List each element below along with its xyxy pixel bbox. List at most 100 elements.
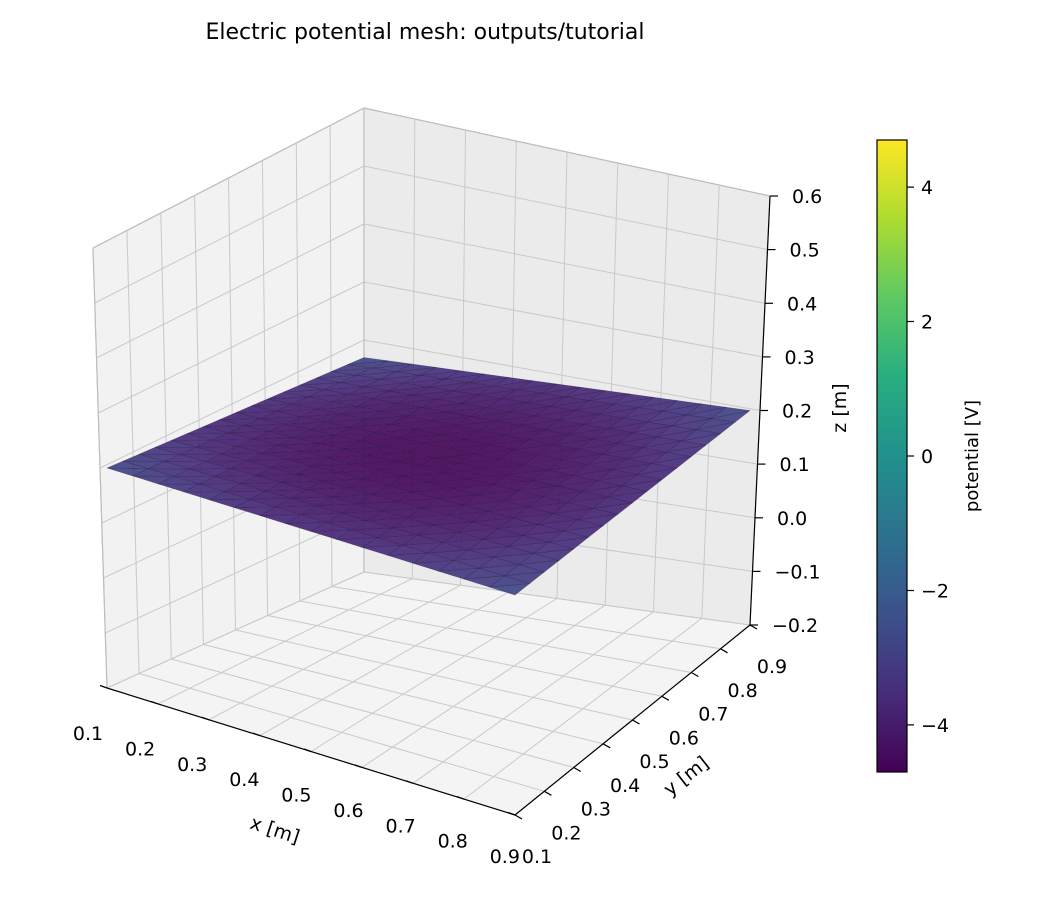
surface-facet: [453, 478, 494, 489]
pane-left-wall: [93, 108, 364, 688]
surface-facet: [623, 410, 663, 423]
colorbar-tick-label: 2: [921, 312, 933, 334]
surface-facet: [399, 428, 441, 439]
colorbar-tick-label: 0: [921, 446, 933, 468]
surface-facet: [246, 452, 288, 461]
surface-facet: [617, 432, 658, 444]
surface-facet: [696, 418, 736, 430]
surface-facet: [187, 426, 229, 434]
surface-facet: [260, 416, 302, 425]
surface-facet: [300, 505, 342, 515]
grid-line: [463, 618, 703, 800]
surface-facet: [578, 442, 618, 455]
surface-facet: [493, 377, 533, 387]
pane-edge: [363, 107, 771, 197]
z-tick-label: 0.6: [792, 186, 822, 208]
surface-facet: [366, 410, 407, 420]
surface-facet: [353, 460, 394, 471]
surface-facet: [348, 386, 390, 395]
surface-facet: [189, 461, 231, 470]
surface-facet: [574, 400, 615, 411]
x-tick: [252, 732, 261, 737]
surface-facet: [208, 491, 251, 501]
surface-facet: [285, 421, 326, 430]
surface-facet: [390, 415, 432, 425]
surface-facet: [501, 389, 542, 399]
surface-facet: [234, 498, 276, 508]
surface-facet: [386, 544, 429, 556]
surface-facet: [403, 466, 444, 477]
x-tick-label: 0.1: [73, 723, 103, 745]
surface-facet: [371, 360, 413, 369]
surface-facet: [276, 403, 317, 412]
y-tick: [691, 671, 699, 678]
surface-facet: [482, 528, 524, 540]
surface-facet: [203, 419, 245, 427]
surface-facet: [495, 411, 536, 422]
surface-facet: [578, 438, 618, 450]
grid-line: [331, 586, 721, 650]
surface-facet: [557, 474, 598, 487]
z-tick-label: 0.3: [785, 347, 815, 369]
surface-facet: [271, 465, 313, 475]
surface-facet: [632, 425, 673, 438]
surface-facet: [444, 373, 485, 383]
grid-line: [412, 611, 654, 784]
y-tick-label: 0.1: [522, 846, 552, 868]
y-tick-label: 0.4: [610, 775, 640, 797]
surface-facet: [456, 521, 499, 533]
y-tick-label: 0.9: [757, 656, 787, 678]
z-tick-label: −0.2: [772, 615, 818, 637]
grid-line: [99, 339, 365, 469]
x-tick: [99, 684, 108, 689]
y-tick-label: 0.7: [698, 704, 728, 726]
surface-facet: [488, 575, 530, 588]
y-tick: [573, 766, 582, 773]
surface-facet: [614, 393, 654, 405]
surface-facet: [582, 480, 623, 492]
surface-facet: [591, 496, 633, 509]
surface-facet: [453, 382, 494, 392]
y-tick-label: 0.5: [639, 751, 669, 773]
surface-facet: [638, 396, 678, 408]
surface-facet: [347, 357, 389, 365]
x-tick: [354, 764, 363, 768]
surface-facet: [341, 410, 383, 420]
surface-facet: [433, 448, 475, 459]
surface-facet: [662, 400, 702, 412]
surface-facet: [608, 417, 648, 429]
pane-edge: [92, 107, 365, 249]
x-tick-label: 0.6: [333, 800, 363, 822]
surface-facet: [589, 390, 630, 401]
surface-facet: [431, 514, 474, 526]
surface-facet: [350, 418, 391, 428]
surface-facet: [478, 490, 519, 502]
surface-facet: [380, 371, 421, 380]
surface-facet: [437, 488, 479, 499]
surface-facet: [244, 418, 286, 426]
surface-facet: [412, 560, 455, 572]
surface-facet: [331, 487, 373, 498]
surface-facet: [341, 405, 382, 415]
z-tick-label: 0.1: [780, 454, 810, 476]
z-axis-label: z [m]: [829, 383, 851, 432]
surface-facet: [462, 567, 505, 580]
grid-line: [299, 600, 692, 673]
x-tick: [303, 748, 312, 753]
x-tick-label: 0.2: [125, 738, 155, 760]
grid-line: [96, 223, 365, 359]
surface-facet: [651, 451, 692, 464]
surface-facet: [498, 449, 539, 460]
surface-facet: [533, 474, 574, 487]
surface-facet: [552, 502, 593, 514]
surface-facet: [306, 487, 348, 498]
surface-facet: [437, 390, 478, 400]
surface-facet: [221, 446, 263, 455]
surface-facet: [519, 415, 560, 426]
y-tick-label: 0.3: [581, 799, 611, 821]
surface-facet: [308, 393, 349, 402]
surface-facet: [666, 444, 707, 457]
y-tick-label: 0.2: [551, 822, 581, 844]
surface-facet: [415, 420, 456, 430]
